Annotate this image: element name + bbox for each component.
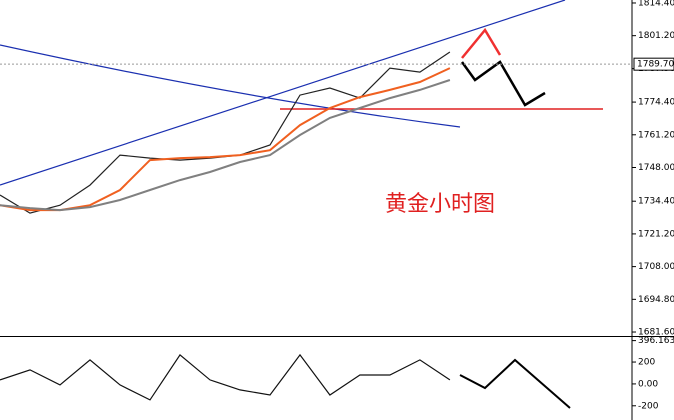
price-label: 1789.70 bbox=[637, 60, 674, 70]
y-tick-label: 1694.80 bbox=[638, 295, 674, 305]
y-tick-label: 1774.40 bbox=[638, 98, 674, 108]
arrow bbox=[459, 358, 571, 409]
trend-line bbox=[0, 0, 566, 186]
y-tick-label: 200 bbox=[638, 358, 655, 368]
price-box bbox=[633, 57, 674, 71]
y-tick-label: 1748.00 bbox=[638, 163, 674, 173]
series-line bbox=[0, 79, 451, 212]
y-tick-label: 1801.20 bbox=[638, 31, 674, 41]
y-tick-label: 1721.20 bbox=[638, 229, 674, 239]
y-tick-label: 1814.40 bbox=[638, 0, 674, 8]
series-line bbox=[0, 353, 451, 401]
chart-title: 黄金小时图 bbox=[385, 192, 495, 217]
y-tick-label: 1708.00 bbox=[638, 262, 674, 272]
trend-line bbox=[0, 44, 461, 128]
y-tick-label: 1734.40 bbox=[638, 197, 674, 207]
y-tick-label: 396.1638 bbox=[638, 336, 674, 346]
arrow bbox=[461, 27, 502, 59]
arrow bbox=[460, 60, 546, 107]
y-tick-label: 0.00 bbox=[638, 379, 658, 389]
y-tick-label: -200 bbox=[638, 401, 659, 411]
y-tick-label: 1681.60 bbox=[638, 328, 674, 338]
y-tick-label: 1761.20 bbox=[638, 130, 674, 140]
